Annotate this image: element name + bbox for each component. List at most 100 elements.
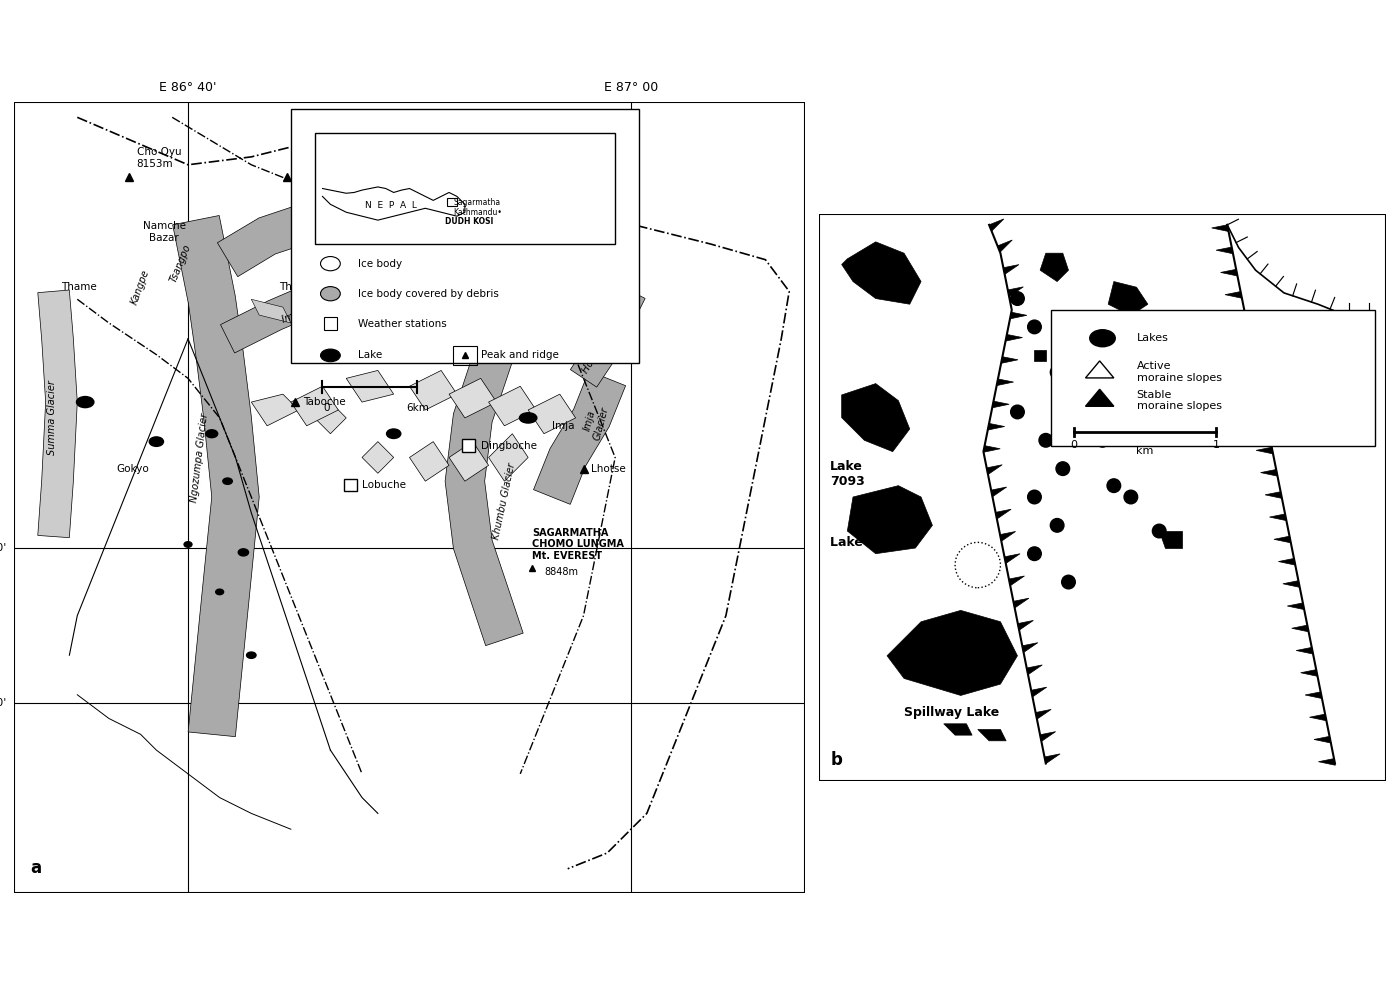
Polygon shape bbox=[1217, 248, 1233, 253]
Circle shape bbox=[1011, 292, 1025, 305]
Ellipse shape bbox=[321, 349, 340, 362]
Polygon shape bbox=[1256, 447, 1273, 454]
Polygon shape bbox=[489, 433, 528, 481]
Circle shape bbox=[1124, 490, 1138, 504]
Polygon shape bbox=[944, 724, 972, 736]
Polygon shape bbox=[1036, 710, 1051, 720]
Circle shape bbox=[1152, 524, 1166, 538]
Text: Lobuche: Lobuche bbox=[363, 480, 406, 490]
Bar bbox=[344, 479, 357, 491]
Polygon shape bbox=[977, 730, 1007, 741]
Text: 0: 0 bbox=[323, 403, 329, 413]
Polygon shape bbox=[449, 379, 497, 417]
Ellipse shape bbox=[206, 429, 217, 437]
Text: N  E  P  A  L: N E P A L bbox=[364, 202, 416, 211]
Bar bbox=[454, 346, 477, 365]
Circle shape bbox=[1050, 366, 1064, 379]
Bar bbox=[323, 317, 337, 330]
Ellipse shape bbox=[519, 413, 536, 423]
Polygon shape bbox=[997, 379, 1014, 386]
Text: Gyachung Kang: Gyachung Kang bbox=[295, 159, 377, 169]
Polygon shape bbox=[1014, 598, 1029, 608]
Polygon shape bbox=[1270, 514, 1287, 521]
Polygon shape bbox=[1004, 264, 1019, 274]
Polygon shape bbox=[298, 307, 339, 331]
Polygon shape bbox=[1001, 357, 1018, 364]
Ellipse shape bbox=[500, 194, 508, 199]
Polygon shape bbox=[528, 395, 575, 433]
Polygon shape bbox=[1009, 576, 1025, 585]
Text: Imja
Glacier: Imja Glacier bbox=[581, 403, 610, 441]
Text: Ice body: Ice body bbox=[358, 258, 402, 268]
Polygon shape bbox=[1252, 425, 1268, 431]
Polygon shape bbox=[1292, 625, 1309, 632]
Polygon shape bbox=[1274, 536, 1291, 543]
Polygon shape bbox=[988, 219, 1004, 232]
Text: 27° 50': 27° 50' bbox=[0, 698, 6, 708]
Text: E 86° 40': E 86° 40' bbox=[160, 81, 217, 93]
Polygon shape bbox=[1305, 692, 1322, 699]
Polygon shape bbox=[1040, 253, 1068, 281]
Polygon shape bbox=[38, 290, 77, 538]
Text: Gokyo: Gokyo bbox=[116, 464, 150, 474]
Text: km: km bbox=[1137, 446, 1154, 456]
Polygon shape bbox=[172, 216, 259, 737]
Ellipse shape bbox=[321, 286, 340, 301]
Text: Lake
7093: Lake 7093 bbox=[830, 460, 865, 488]
Polygon shape bbox=[1018, 620, 1033, 630]
Ellipse shape bbox=[563, 296, 573, 302]
Polygon shape bbox=[449, 441, 489, 481]
Text: b: b bbox=[830, 751, 843, 769]
Polygon shape bbox=[449, 323, 497, 347]
Polygon shape bbox=[363, 441, 393, 473]
Text: Kangpe: Kangpe bbox=[130, 268, 151, 306]
Polygon shape bbox=[1229, 314, 1246, 320]
Polygon shape bbox=[346, 315, 386, 339]
Polygon shape bbox=[1296, 647, 1313, 654]
Text: Ama
Dablam: Ama Dablam bbox=[424, 332, 465, 354]
Polygon shape bbox=[409, 441, 449, 481]
Ellipse shape bbox=[150, 437, 164, 446]
Text: Ngozumpa Glacier: Ngozumpa Glacier bbox=[189, 413, 210, 503]
Text: Thamserku: Thamserku bbox=[430, 176, 487, 186]
Polygon shape bbox=[1301, 670, 1317, 676]
Circle shape bbox=[1085, 411, 1098, 424]
Circle shape bbox=[1050, 519, 1064, 532]
Circle shape bbox=[1039, 433, 1053, 447]
Ellipse shape bbox=[238, 549, 249, 556]
Bar bbox=[315, 133, 615, 244]
Polygon shape bbox=[496, 246, 622, 336]
Text: Lake 7092: Lake 7092 bbox=[830, 536, 903, 549]
Bar bbox=[462, 439, 475, 452]
Polygon shape bbox=[1260, 469, 1278, 476]
Polygon shape bbox=[1221, 269, 1238, 276]
Polygon shape bbox=[346, 371, 393, 403]
Text: Active
moraine slopes: Active moraine slopes bbox=[1137, 362, 1222, 383]
Ellipse shape bbox=[216, 589, 224, 594]
Circle shape bbox=[1056, 462, 1070, 475]
Polygon shape bbox=[1243, 381, 1260, 388]
Polygon shape bbox=[1278, 559, 1295, 566]
Ellipse shape bbox=[223, 478, 232, 484]
Text: 6km: 6km bbox=[406, 403, 428, 413]
Polygon shape bbox=[489, 387, 536, 425]
Polygon shape bbox=[1287, 603, 1305, 609]
Circle shape bbox=[1028, 490, 1042, 504]
Text: DUDH KOSI: DUDH KOSI bbox=[445, 218, 493, 227]
Polygon shape bbox=[1000, 532, 1015, 542]
Polygon shape bbox=[1282, 580, 1299, 587]
Polygon shape bbox=[987, 465, 1002, 474]
Polygon shape bbox=[393, 315, 433, 339]
Ellipse shape bbox=[386, 429, 400, 438]
Ellipse shape bbox=[183, 542, 192, 548]
Polygon shape bbox=[1233, 336, 1250, 343]
Text: Sagarmatha: Sagarmatha bbox=[454, 198, 500, 207]
Text: SAGARMATHA
CHOMO LUNGMA
Mt. EVEREST: SAGARMATHA CHOMO LUNGMA Mt. EVEREST bbox=[532, 528, 624, 561]
Circle shape bbox=[1096, 433, 1109, 447]
Polygon shape bbox=[1239, 358, 1256, 365]
Text: Imja: Imja bbox=[552, 420, 574, 430]
Polygon shape bbox=[998, 240, 1012, 252]
Polygon shape bbox=[1085, 361, 1114, 378]
Polygon shape bbox=[409, 371, 456, 410]
Polygon shape bbox=[251, 395, 298, 425]
